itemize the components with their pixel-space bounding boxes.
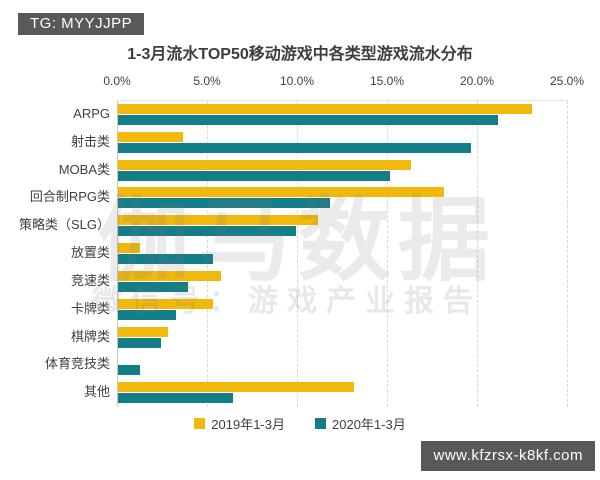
bar-2019年1-3月-棋牌类 [118,326,169,337]
category-label-卡牌类: 卡牌类 [70,300,110,316]
bar-2019年1-3月-卡牌类 [118,298,214,309]
bar-row-其他 [118,379,568,407]
watermark-badge-bottom-right: www.kfzrsx-k8kf.com [421,441,595,471]
bar-row-体育竞技类 [118,351,568,379]
x-tick-label: 25.0% [549,74,585,88]
watermark-badge-top-left: TG: MYYJJPP [18,13,145,35]
bar-2019年1-3月-策略类（SLG） [118,215,318,226]
bar-2019年1-3月-回合制RPG类 [118,187,444,198]
x-tick-label: 15.0% [369,74,405,88]
y-axis-category-labels: ARPG 射击类 MOBA类回合制RPG类策略类（SLG） 放置类竞速类卡牌类棋牌类体… [0,100,110,406]
bar-2020年1-3月-其他 [118,393,234,404]
legend-label-2020: 2020年1-3月 [332,417,406,432]
bar-2019年1-3月-竞速类 [118,270,221,281]
legend-swatch-2020 [315,418,326,429]
bar-row-竞速类 [118,268,568,296]
bar-2020年1-3月-策略类（SLG） [118,226,297,237]
category-label-ARPG: ARPG [73,106,110,121]
bar-2020年1-3月-回合制RPG类 [118,198,331,209]
gridline [207,101,208,407]
category-label-其他: 其他 [83,384,110,400]
category-label-棋牌类: 棋牌类 [70,328,110,344]
category-label-策略类（SLG）: 策略类（SLG） [18,217,110,233]
chart-title: 1-3月流水TOP50移动游戏中各类型游戏流水分布 [127,46,473,63]
bar-2020年1-3月-放置类 [118,254,214,265]
bar-row-卡牌类 [118,296,568,324]
chart-legend: 2019年1-3月 2020年1-3月 [0,414,600,433]
legend-item-2019: 2019年1-3月 [194,414,285,433]
bar-row-策略类（SLG） [118,212,568,240]
bar-2019年1-3月-其他 [118,382,354,393]
bar-row-射击类 [118,129,568,157]
bar-2019年1-3月-MOBA类 [118,159,412,170]
legend-label-2019: 2019年1-3月 [211,417,285,432]
gridline [387,101,388,407]
category-label-体育竞技类: 体育竞技类 [44,356,110,372]
bar-row-ARPG [118,101,568,129]
bar-2019年1-3月-放置类 [118,243,140,254]
bar-2020年1-3月-棋牌类 [118,337,162,348]
bar-2019年1-3月-射击类 [118,131,183,142]
legend-item-2020: 2020年1-3月 [315,414,406,433]
gridline [477,101,478,407]
category-label-竞速类: 竞速类 [70,272,110,288]
category-label-射击类: 射击类 [70,133,110,149]
bar-2019年1-3月-ARPG [118,104,532,114]
bar-row-放置类 [118,240,568,268]
x-axis-ticks: 0.0% 5.0% 10.0% 15.0% 20.0% 25.0% [103,74,584,90]
bar-2020年1-3月-体育竞技类 [118,365,140,376]
category-label-MOBA类: MOBA类 [58,161,110,177]
category-label-放置类: 放置类 [70,245,110,261]
bar-2020年1-3月-ARPG [118,115,498,125]
bar-row-棋牌类 [118,324,568,352]
bar-row-回合制RPG类 [118,184,568,212]
bar-row-MOBA类 [118,157,568,185]
legend-swatch-2019 [194,418,206,429]
bar-2020年1-3月-MOBA类 [118,170,390,181]
gridline [567,101,568,407]
gridline [297,101,298,407]
plot-area [117,100,568,407]
x-tick-label: 10.0% [279,74,315,88]
x-tick-label: 5.0% [193,74,221,88]
bar-2020年1-3月-竞速类 [118,281,189,292]
x-tick-label: 20.0% [459,74,495,88]
bar-2020年1-3月-卡牌类 [118,309,176,320]
bar-2020年1-3月-射击类 [118,142,471,153]
x-tick-label: 0.0% [103,74,131,88]
category-label-回合制RPG类: 回合制RPG类 [29,189,110,205]
